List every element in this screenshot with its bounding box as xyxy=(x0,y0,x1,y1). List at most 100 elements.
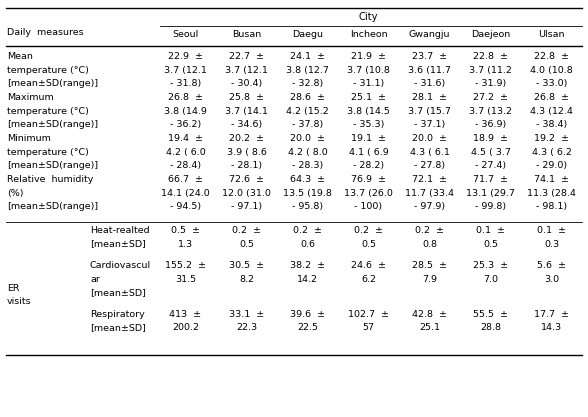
Text: 3.0: 3.0 xyxy=(544,274,559,284)
Text: - 38.4): - 38.4) xyxy=(536,120,567,129)
Text: 64.3  ±: 64.3 ± xyxy=(290,175,325,184)
Text: - 99.8): - 99.8) xyxy=(475,202,506,211)
Text: 21.9  ±: 21.9 ± xyxy=(351,52,386,61)
Text: 19.4  ±: 19.4 ± xyxy=(168,134,203,143)
Text: 3.7 (10.8: 3.7 (10.8 xyxy=(347,65,390,75)
Text: 20.2  ±: 20.2 ± xyxy=(229,134,264,143)
Text: 22.5: 22.5 xyxy=(297,324,318,332)
Text: 3.7 (15.7: 3.7 (15.7 xyxy=(408,106,451,116)
Text: (%): (%) xyxy=(7,188,24,198)
Text: Minimum: Minimum xyxy=(7,134,51,143)
Text: - 31.1): - 31.1) xyxy=(353,79,384,88)
Text: 0.5: 0.5 xyxy=(239,239,254,249)
Text: 28.5  ±: 28.5 ± xyxy=(412,261,447,270)
Text: 17.7  ±: 17.7 ± xyxy=(534,310,569,319)
Text: 4.5 ( 3.7: 4.5 ( 3.7 xyxy=(470,148,510,156)
Text: 76.9  ±: 76.9 ± xyxy=(351,175,386,184)
Text: - 27.8): - 27.8) xyxy=(414,161,445,170)
Text: 200.2: 200.2 xyxy=(172,324,199,332)
Text: 13.1 (29.7: 13.1 (29.7 xyxy=(466,188,515,198)
Text: 26.8  ±: 26.8 ± xyxy=(534,93,569,102)
Text: 0.8: 0.8 xyxy=(422,239,437,249)
Text: 71.7  ±: 71.7 ± xyxy=(473,175,508,184)
Text: - 36.9): - 36.9) xyxy=(475,120,506,129)
Text: - 97.1): - 97.1) xyxy=(231,202,262,211)
Text: 74.1  ±: 74.1 ± xyxy=(534,175,569,184)
Text: 22.9  ±: 22.9 ± xyxy=(168,52,203,61)
Text: 0.5: 0.5 xyxy=(361,239,376,249)
Text: 3.6 (11.7: 3.6 (11.7 xyxy=(408,65,451,75)
Text: 33.1  ±: 33.1 ± xyxy=(229,310,264,319)
Text: 12.0 (31.0: 12.0 (31.0 xyxy=(222,188,271,198)
Text: Busan: Busan xyxy=(232,30,261,39)
Text: Daejeon: Daejeon xyxy=(471,30,510,39)
Text: 0.6: 0.6 xyxy=(300,239,315,249)
Text: 3.7 (12.1: 3.7 (12.1 xyxy=(164,65,207,75)
Text: [mean±SD(range)]: [mean±SD(range)] xyxy=(7,202,98,211)
Text: Gwangju: Gwangju xyxy=(409,30,450,39)
Text: 8.2: 8.2 xyxy=(239,274,254,284)
Text: - 34.6): - 34.6) xyxy=(231,120,262,129)
Text: Relative  humidity: Relative humidity xyxy=(7,175,93,184)
Text: - 31.9): - 31.9) xyxy=(475,79,506,88)
Text: Respiratory: Respiratory xyxy=(90,310,145,319)
Text: City: City xyxy=(359,12,378,22)
Text: - 37.1): - 37.1) xyxy=(414,120,445,129)
Text: 4.2 ( 6.0: 4.2 ( 6.0 xyxy=(166,148,205,156)
Text: 25.1  ±: 25.1 ± xyxy=(351,93,386,102)
Text: [mean±SD(range)]: [mean±SD(range)] xyxy=(7,120,98,129)
Text: temperature (°C): temperature (°C) xyxy=(7,148,89,156)
Text: 3.8 (14.9: 3.8 (14.9 xyxy=(164,106,207,116)
Text: 22.3: 22.3 xyxy=(236,324,257,332)
Text: - 97.9): - 97.9) xyxy=(414,202,445,211)
Text: 413  ±: 413 ± xyxy=(169,310,202,319)
Text: 102.7  ±: 102.7 ± xyxy=(348,310,389,319)
Text: 25.8  ±: 25.8 ± xyxy=(229,93,264,102)
Text: 20.0  ±: 20.0 ± xyxy=(412,134,447,143)
Text: 0.2  ±: 0.2 ± xyxy=(415,226,444,235)
Text: 0.5: 0.5 xyxy=(483,239,498,249)
Text: [mean±SD]: [mean±SD] xyxy=(90,324,146,332)
Text: 72.1  ±: 72.1 ± xyxy=(412,175,447,184)
Text: 7.9: 7.9 xyxy=(422,274,437,284)
Text: - 28.3): - 28.3) xyxy=(292,161,323,170)
Text: 3.8 (14.5: 3.8 (14.5 xyxy=(347,106,390,116)
Text: 22.8  ±: 22.8 ± xyxy=(473,52,508,61)
Text: 25.1: 25.1 xyxy=(419,324,440,332)
Text: 22.7  ±: 22.7 ± xyxy=(229,52,264,61)
Text: 6.2: 6.2 xyxy=(361,274,376,284)
Text: 20.0  ±: 20.0 ± xyxy=(290,134,325,143)
Text: 39.6  ±: 39.6 ± xyxy=(290,310,325,319)
Text: - 37.8): - 37.8) xyxy=(292,120,323,129)
Text: 3.7 (11.2: 3.7 (11.2 xyxy=(469,65,512,75)
Text: 4.2 ( 8.0: 4.2 ( 8.0 xyxy=(288,148,328,156)
Text: - 94.5): - 94.5) xyxy=(170,202,201,211)
Text: 19.2  ±: 19.2 ± xyxy=(534,134,569,143)
Text: 42.8  ±: 42.8 ± xyxy=(412,310,447,319)
Text: 3.8 (12.7: 3.8 (12.7 xyxy=(286,65,329,75)
Text: 72.6  ±: 72.6 ± xyxy=(229,175,264,184)
Text: 0.1  ±: 0.1 ± xyxy=(537,226,566,235)
Text: - 31.6): - 31.6) xyxy=(414,79,445,88)
Text: 11.7 (33.4: 11.7 (33.4 xyxy=(405,188,454,198)
Text: 0.5  ±: 0.5 ± xyxy=(171,226,200,235)
Text: 26.8  ±: 26.8 ± xyxy=(168,93,203,102)
Text: 0.2  ±: 0.2 ± xyxy=(293,226,322,235)
Text: - 36.2): - 36.2) xyxy=(170,120,201,129)
Text: 4.3 (12.4: 4.3 (12.4 xyxy=(530,106,573,116)
Text: 0.3: 0.3 xyxy=(544,239,559,249)
Text: 19.1  ±: 19.1 ± xyxy=(351,134,386,143)
Text: Incheon: Incheon xyxy=(350,30,387,39)
Text: 14.2: 14.2 xyxy=(297,274,318,284)
Text: Daegu: Daegu xyxy=(292,30,323,39)
Text: ar: ar xyxy=(90,274,100,284)
Text: temperature (°C): temperature (°C) xyxy=(7,106,89,116)
Text: 66.7  ±: 66.7 ± xyxy=(168,175,203,184)
Text: 24.6  ±: 24.6 ± xyxy=(351,261,386,270)
Text: 3.7 (14.1: 3.7 (14.1 xyxy=(225,106,268,116)
Text: [mean±SD]: [mean±SD] xyxy=(90,288,146,297)
Text: 4.0 (10.8: 4.0 (10.8 xyxy=(530,65,573,75)
Text: temperature (°C): temperature (°C) xyxy=(7,65,89,75)
Text: 38.2  ±: 38.2 ± xyxy=(290,261,325,270)
Text: - 28.1): - 28.1) xyxy=(231,161,262,170)
